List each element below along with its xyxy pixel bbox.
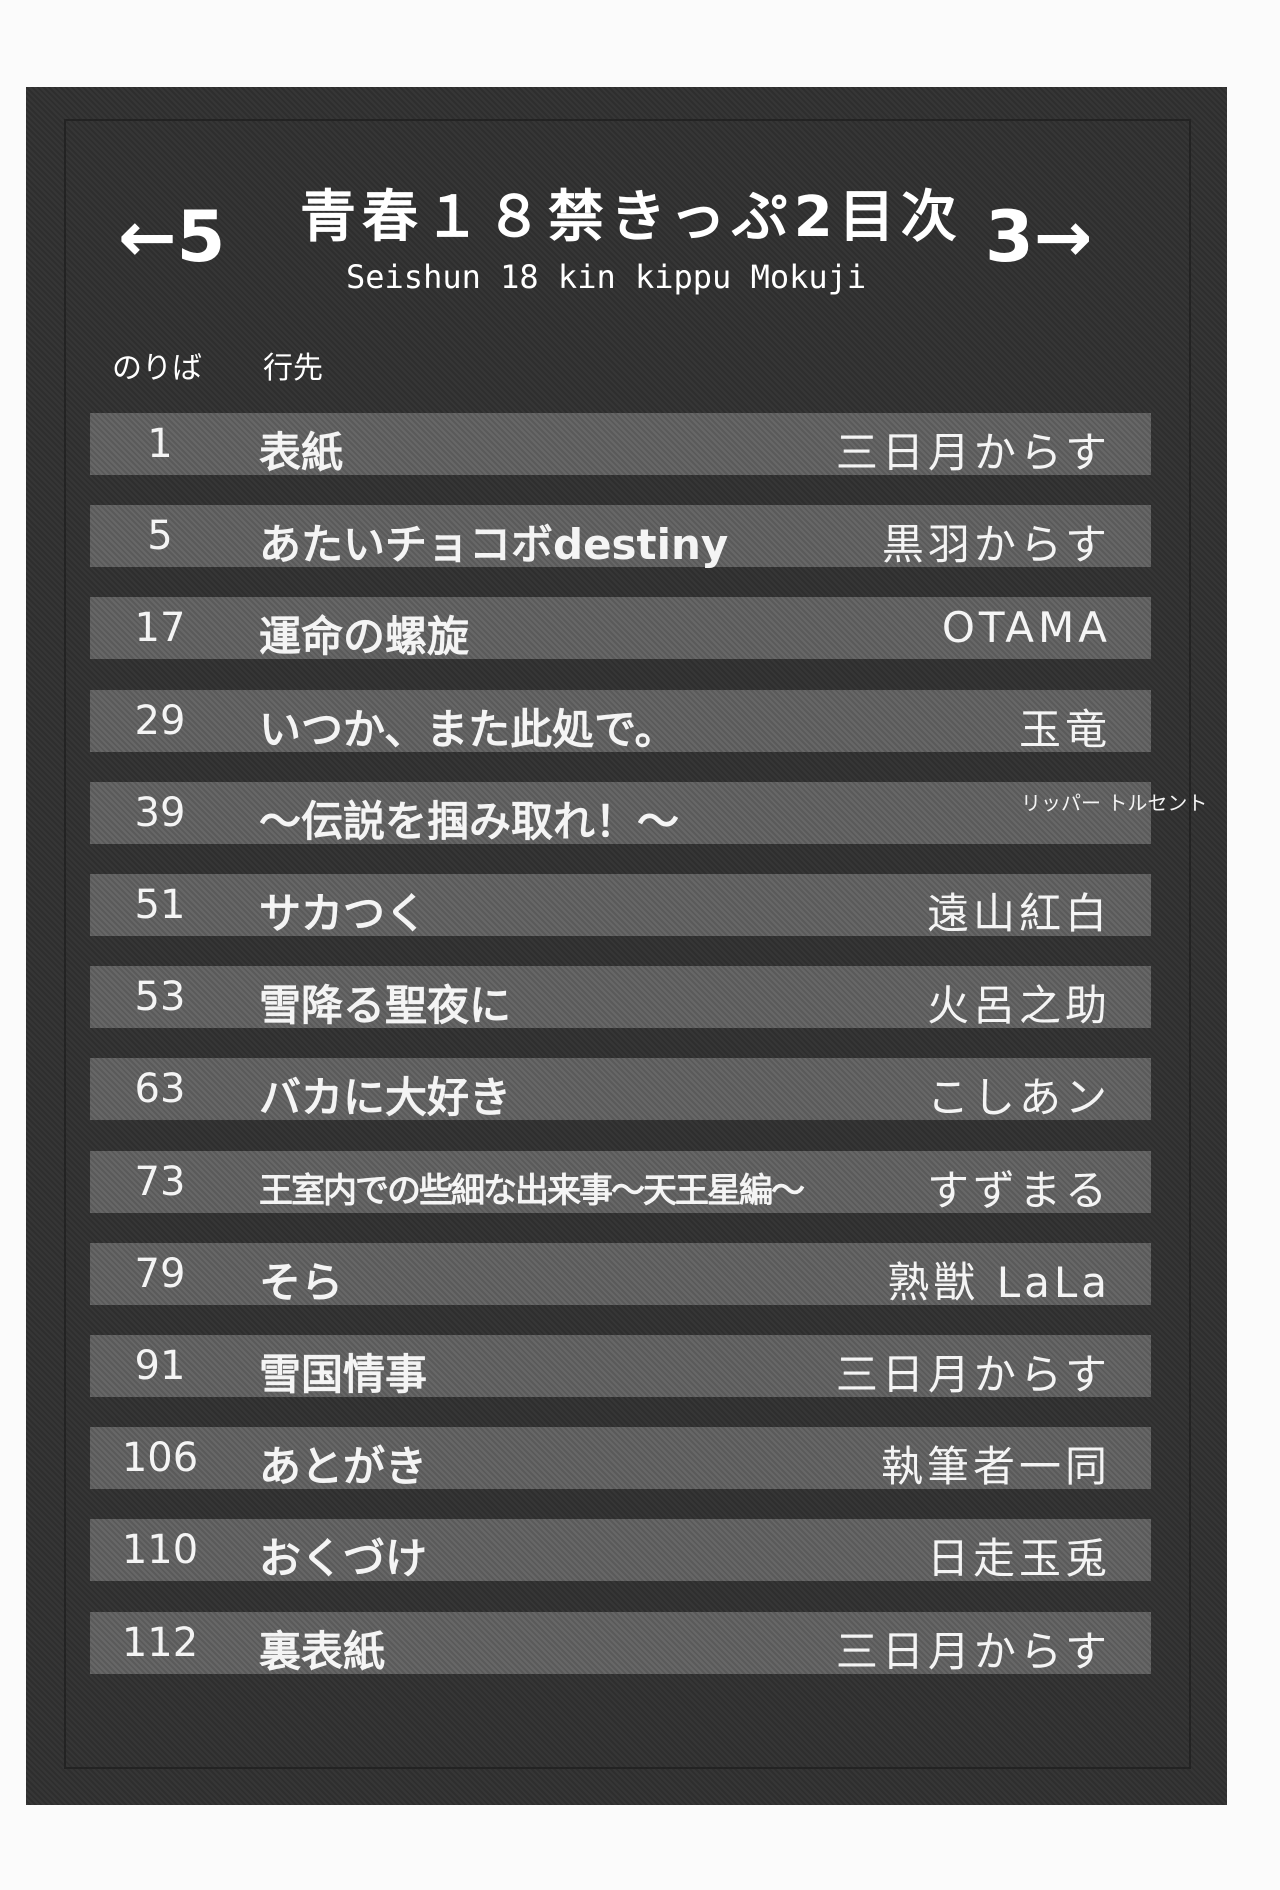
column-header-platform: のりば xyxy=(112,351,202,386)
author-name: こしあン xyxy=(926,1073,1111,1123)
page-number: 39 xyxy=(134,789,186,836)
page-number: 63 xyxy=(134,1066,186,1113)
author-name: 三日月からす xyxy=(835,1350,1111,1399)
story-title: 雪国情事 xyxy=(259,1350,428,1399)
departure-board xyxy=(26,87,1227,1805)
author-name: 三日月からす xyxy=(835,428,1111,477)
page-number: 51 xyxy=(134,882,186,928)
page-number: 112 xyxy=(121,1619,199,1666)
next-page-indicator: 3→ xyxy=(985,196,1093,278)
table-row: 1 表紙 三日月からす xyxy=(90,413,1151,477)
page-number: 73 xyxy=(134,1158,186,1205)
author-name: 遠山紅白 xyxy=(926,889,1111,938)
author-name: 熟獣 LaLa xyxy=(887,1257,1111,1307)
table-row: 106 あとがき 執筆者一同 xyxy=(90,1427,1151,1491)
table-row: 17 運命の螺旋 OTAMA xyxy=(90,597,1151,661)
story-title: 運命の螺旋 xyxy=(259,612,470,662)
page-number: 29 xyxy=(134,697,186,744)
author-name: リッパー トルセント xyxy=(1021,790,1208,815)
page-number: 91 xyxy=(134,1343,186,1389)
story-title: 表紙 xyxy=(259,428,344,477)
story-title: バカに大好き xyxy=(259,1073,512,1123)
story-title: サカつく xyxy=(259,889,428,938)
story-title: いつか、また此処で。 xyxy=(259,704,677,754)
author-name: 玉竜 xyxy=(1018,704,1111,754)
author-name: 火呂之助 xyxy=(926,981,1111,1031)
table-row: 63 バカに大好き こしあン xyxy=(90,1058,1151,1122)
page-title: 青春１８禁きっぷ2目次 xyxy=(300,185,963,250)
column-header-destination: 行先 xyxy=(263,351,323,386)
table-row: 73 王室内での些細な出来事～天王星編～ すずまる xyxy=(90,1150,1151,1215)
table-row: 51 サカつく 遠山紅白 xyxy=(90,874,1151,938)
author-name: すずまる xyxy=(926,1165,1111,1215)
story-title: あたいチョコボdestiny xyxy=(259,520,729,570)
story-title: 王室内での些細な出来事～天王星編～ xyxy=(259,1170,805,1211)
table-row: 53 雪降る聖夜に 火呂之助 xyxy=(90,966,1151,1030)
story-title: おくづけ xyxy=(259,1534,428,1584)
story-title: あとがき xyxy=(259,1442,428,1492)
author-name: 黒羽からす xyxy=(881,520,1111,570)
page-number: 1 xyxy=(147,421,173,467)
author-name: 日走玉兎 xyxy=(926,1534,1111,1584)
story-title: そら xyxy=(259,1257,344,1307)
table-row: 91 雪国情事 三日月からす xyxy=(90,1335,1151,1399)
table-row: 110 おくづけ 日走玉兎 xyxy=(90,1519,1151,1583)
table-row: 79 そら 熟獣 LaLa xyxy=(90,1242,1151,1307)
prev-page-indicator: ←5 xyxy=(118,196,226,278)
story-title: ～伝説を掴み取れ！～ xyxy=(259,796,680,846)
page-number: 53 xyxy=(134,974,186,1021)
story-title: 雪降る聖夜に xyxy=(259,981,512,1031)
page-number: 5 xyxy=(147,513,173,560)
table-row: 29 いつか、また此処で。 玉竜 xyxy=(90,689,1151,754)
author-name: OTAMA xyxy=(941,603,1111,653)
author-name: 三日月からす xyxy=(835,1626,1111,1676)
page-subtitle: Seishun 18 kin kippu Mokuji xyxy=(346,258,867,296)
table-row: 5 あたいチョコボdestiny 黒羽からす xyxy=(90,505,1151,569)
author-name: 執筆者一同 xyxy=(880,1442,1111,1492)
table-row: 39 ～伝説を掴み取れ！～ リッパー トルセント xyxy=(90,781,1208,846)
page-number: 79 xyxy=(134,1250,186,1297)
board-frame xyxy=(64,119,1191,1769)
story-title: 裏表紙 xyxy=(259,1626,386,1676)
page-number: 106 xyxy=(121,1435,199,1482)
page-number: 17 xyxy=(134,605,186,652)
page-number: 110 xyxy=(121,1527,199,1574)
table-row: 112 裏表紙 三日月からす xyxy=(90,1611,1151,1676)
